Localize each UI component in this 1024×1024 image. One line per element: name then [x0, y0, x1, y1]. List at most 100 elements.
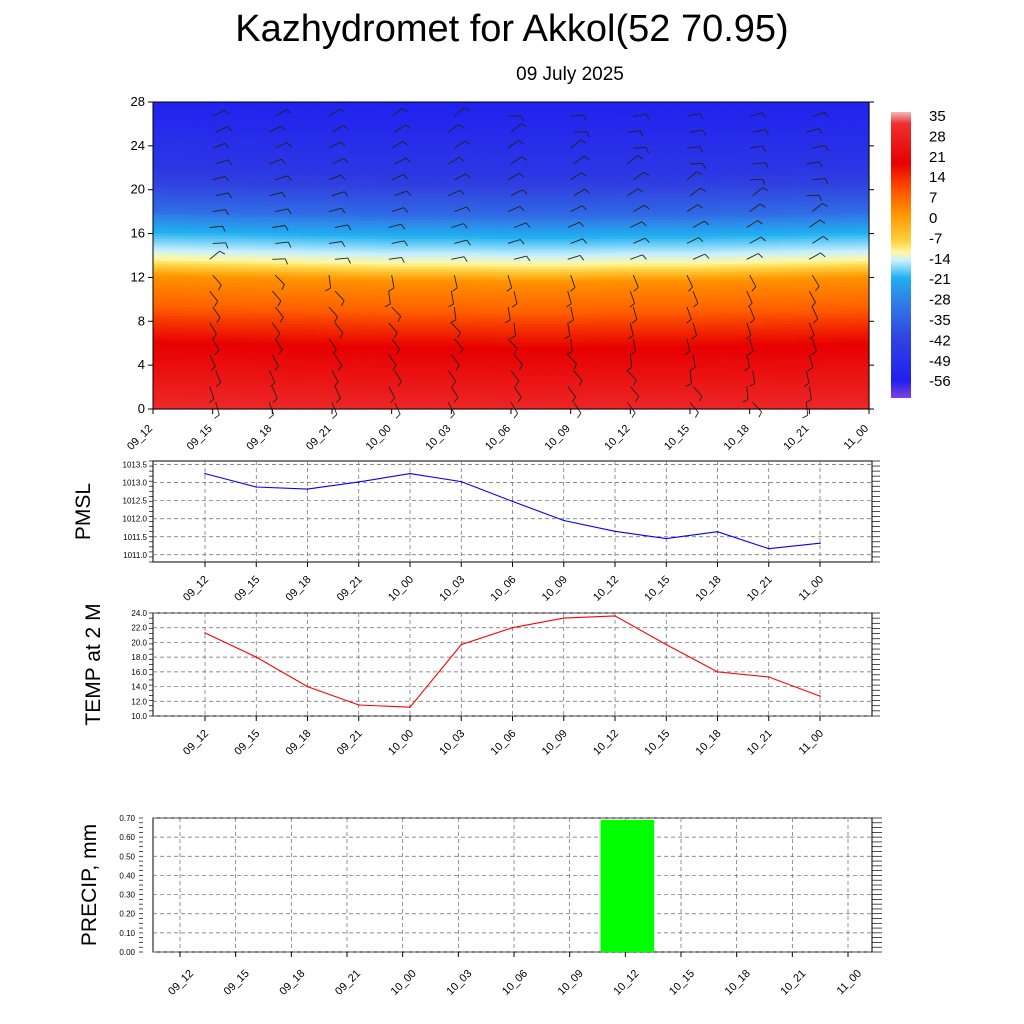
heatmap-cell [406, 148, 423, 152]
heatmap-cell [555, 389, 572, 394]
heatmap-cell [585, 195, 602, 199]
heatmap-cell [436, 162, 452, 166]
heatmap-cell [525, 156, 542, 161]
heatmap-cell [287, 277, 303, 281]
heatmap-cell [511, 398, 527, 402]
heatmap-cell [242, 260, 259, 265]
heatmap-cell [227, 222, 244, 226]
heatmap-cell [704, 296, 721, 300]
heatmap-cell [272, 365, 288, 369]
heatmap-cell [794, 129, 810, 133]
heatmap-cell [630, 258, 646, 262]
heatmap-cell [376, 348, 393, 353]
heatmap-cell [451, 381, 467, 385]
heatmap-cell [645, 362, 661, 366]
heatmap-cell [540, 365, 557, 369]
heatmap-cell [704, 225, 721, 229]
heatmap-cell [615, 123, 631, 128]
heatmap-cell [197, 367, 214, 372]
heatmap-cell [332, 203, 348, 207]
heatmap-cell [212, 121, 229, 125]
heatmap-cell [615, 137, 631, 141]
heatmap-cell [481, 252, 497, 257]
heatmap-cell [660, 285, 676, 289]
heatmap-cell [734, 140, 751, 144]
heatmap-cell [287, 378, 303, 383]
heatmap-cell [242, 137, 259, 141]
heatmap-cell [734, 250, 751, 254]
heatmap-cell [764, 244, 781, 248]
heatmap-cell [153, 225, 169, 229]
heatmap-cell [704, 340, 721, 344]
heatmap-cell [570, 143, 587, 147]
heatmap-cell [346, 107, 363, 111]
heatmap-cell [704, 307, 721, 311]
heatmap-cell [749, 121, 766, 125]
heatmap-cell [197, 263, 214, 268]
heatmap-cell [690, 250, 706, 254]
heatmap-cell [257, 148, 273, 152]
heatmap-cell [153, 123, 169, 128]
heatmap-cell [525, 271, 542, 276]
heatmap-cell [272, 299, 288, 303]
heatmap-cell [525, 274, 542, 279]
heatmap-cell [540, 104, 557, 109]
heatmap-cell [481, 206, 497, 210]
heatmap-cell [376, 392, 393, 396]
heatmap-cell [376, 310, 393, 314]
heatmap-cell [779, 159, 796, 163]
heatmap-cell [645, 129, 661, 133]
heatmap-cell [525, 154, 542, 158]
heatmap-cell [466, 293, 482, 298]
heatmap-cell [197, 104, 214, 109]
heatmap-cell [361, 280, 378, 284]
heatmap-cell [153, 367, 169, 372]
heatmap-cell [570, 315, 587, 320]
heatmap-cell [600, 239, 617, 243]
heatmap-cell [182, 271, 199, 276]
heatmap-cell [540, 219, 557, 224]
heatmap-cell [749, 266, 766, 270]
heatmap-cell [153, 304, 169, 309]
heatmap-cell [496, 123, 512, 128]
heatmap-cell [391, 400, 408, 405]
heatmap-cell [227, 329, 244, 333]
heatmap-cell [511, 302, 527, 306]
heatmap-cell [436, 269, 452, 273]
heatmap-cell [496, 228, 512, 232]
heatmap-cell [346, 134, 363, 139]
heatmap-cell [660, 115, 676, 120]
heatmap-cell [660, 145, 676, 150]
heatmap-cell [764, 104, 781, 109]
heatmap-cell [153, 252, 169, 257]
heatmap-cell [615, 285, 631, 289]
heatmap-cell [346, 370, 363, 374]
heatmap-cell [391, 195, 408, 199]
heatmap-cell [719, 197, 736, 202]
heatmap-cell [227, 252, 244, 257]
heatmap-cell [227, 318, 244, 322]
heatmap-cell [227, 381, 244, 385]
heatmap-cell [794, 326, 810, 331]
heatmap-cell [704, 269, 721, 273]
heatmap-cell [719, 274, 736, 279]
heatmap-cell [436, 260, 452, 265]
heatmap-cell [525, 343, 542, 347]
heatmap-cell [182, 132, 199, 136]
heatmap-cell [660, 126, 676, 131]
heatmap-cell [540, 334, 557, 339]
heatmap-cell [615, 129, 631, 133]
heatmap-cell [481, 378, 497, 383]
heatmap-cell [704, 230, 721, 235]
heatmap-cell [764, 266, 781, 270]
heatmap-cell [615, 241, 631, 246]
heatmap-cell [272, 398, 288, 402]
heatmap-cell [242, 302, 259, 306]
heatmap-cell [615, 370, 631, 374]
heatmap-cell [182, 206, 199, 210]
heatmap-cell [436, 121, 452, 125]
heatmap-cell [630, 263, 646, 268]
heatmap-cell [257, 228, 273, 232]
heatmap-cell [630, 189, 646, 194]
heatmap-cell [570, 208, 587, 213]
